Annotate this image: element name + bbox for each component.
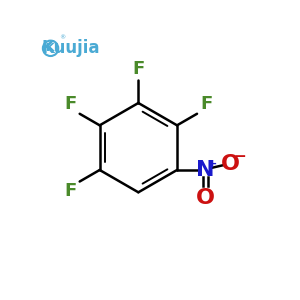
- Text: F: F: [132, 60, 145, 78]
- Text: F: F: [64, 182, 76, 200]
- Text: −: −: [233, 148, 246, 164]
- Text: F: F: [200, 95, 212, 113]
- Text: F: F: [64, 95, 76, 113]
- Text: N: N: [196, 160, 215, 180]
- Text: K: K: [46, 43, 55, 53]
- Text: ®: ®: [59, 36, 65, 40]
- Text: Kuujia: Kuujia: [41, 39, 100, 57]
- Text: O: O: [221, 154, 240, 174]
- Text: O: O: [196, 188, 215, 208]
- Text: +: +: [208, 159, 217, 169]
